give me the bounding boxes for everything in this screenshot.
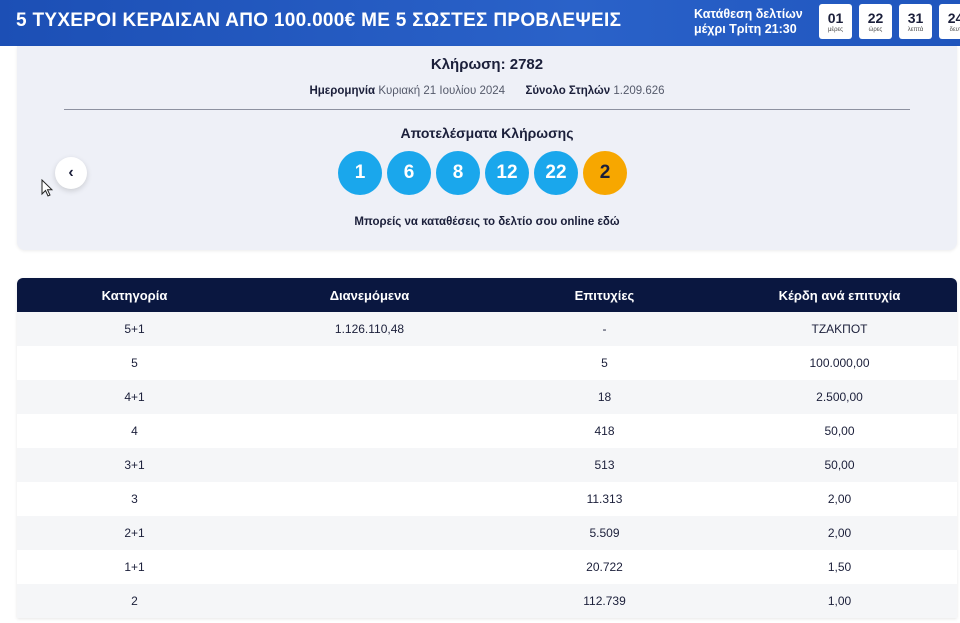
cell-winners: 11.313 [586,492,623,506]
cell-winners: 20.722 [586,560,623,574]
cell-prize: 2,00 [827,526,852,540]
countdown-unit: μέρες [827,26,844,33]
deadline-line-2: μέχρι Τρίτη 21:30 [694,22,797,36]
cell-distributed [252,448,487,482]
table-row: 5+1 1.126.110,48 - ΤΖΑΚΠΟΤ [17,312,957,346]
table-row: 4 418 50,00 [17,414,957,448]
cell-distributed [252,346,487,380]
draw-title: Κλήρωση: 2782 [430,56,544,73]
cell-winners: 5 [601,356,608,370]
cell-category: 2 [131,594,138,608]
countdown-minutes: 31 λεπτά [899,4,932,39]
cell-distributed [252,380,487,414]
countdown: 01 μέρες 22 ώρες 31 λεπτά 24 δευτ [819,4,960,39]
cell-category: 4 [131,424,138,438]
prize-table: Κατηγορία Διανεμόμενα Επιτυχίες Κέρδη αν… [17,278,957,618]
deadline-text: Κατάθεση δελτίων μέχρι Τρίτη 21:30 [694,7,803,37]
countdown-value: 24 [947,9,960,26]
table-row: 2+1 5.509 2,00 [17,516,957,550]
cell-distributed [252,414,487,448]
table-row: 5 5 100.000,00 [17,346,957,380]
online-link[interactable]: εδώ [597,216,620,228]
joker-ball: 2 [583,151,627,195]
number-ball: 12 [485,151,529,195]
cell-prize: 2.500,00 [816,390,863,404]
draw-card: Κλήρωση: 2782 Ημερομηνία Κυριακή 21 Ιουλ… [17,46,957,250]
cell-winners: 5.509 [589,526,620,540]
cell-distributed [252,584,487,618]
number-ball: 22 [534,151,578,195]
cell-distributed [252,550,487,584]
winning-numbers: 1 6 8 12 22 2 [338,151,627,195]
countdown-unit: ώρες [868,26,883,33]
cell-winners: 418 [594,424,615,438]
cell-distributed: 1.126.110,48 [334,322,405,336]
header-prize: Κέρδη ανά επιτυχία [778,287,901,303]
cell-prize: 100.000,00 [809,356,870,370]
number-ball: 8 [436,151,480,195]
number-ball: 6 [387,151,431,195]
table-row: 1+1 20.722 1,50 [17,550,957,584]
cell-winners: - [602,322,607,336]
online-note: Μπορείς να καταθέσεις το δελτίο σου onli… [17,216,957,228]
results-title: Αποτελέσματα Κλήρωσης [400,125,574,141]
cell-distributed [252,516,487,550]
draw-meta: Ημερομηνία Κυριακή 21 Ιουλίου 2024 Σύνολ… [17,85,957,97]
chevron-left-icon: ‹ [68,164,74,181]
date-label: Ημερομηνία [309,85,376,97]
cell-winners: 513 [594,458,615,472]
countdown-days: 01 μέρες [819,4,852,39]
table-row: 2 112.739 1,00 [17,584,957,618]
cell-prize: 50,00 [824,458,855,472]
cell-category: 3 [131,492,138,506]
deadline-line-1: Κατάθεση δελτίων [694,7,803,21]
banner-title: 5 ΤΥΧΕΡΟΙ ΚΕΡΔΙΣΑΝ ΑΠΟ 100.000€ ΜΕ 5 ΣΩΣ… [16,10,622,31]
cell-prize: 50,00 [824,424,855,438]
promo-banner: 5 ΤΥΧΕΡΟΙ ΚΕΡΔΙΣΑΝ ΑΠΟ 100.000€ ΜΕ 5 ΣΩΣ… [0,0,960,46]
cell-category: 2+1 [124,526,145,540]
cell-prize: ΤΖΑΚΠΟΤ [811,322,868,336]
table-row: 3+1 513 50,00 [17,448,957,482]
header-distributed: Διανεμόμενα [329,287,410,303]
countdown-value: 22 [867,9,884,26]
online-text: Μπορείς να καταθέσεις το δελτίο σου onli… [354,216,595,228]
cell-prize: 1,50 [827,560,852,574]
countdown-unit: δευτ [949,26,960,33]
cell-category: 4+1 [124,390,145,404]
mouse-cursor-icon [41,179,53,197]
table-header-row: Κατηγορία Διανεμόμενα Επιτυχίες Κέρδη αν… [17,278,957,312]
number-ball: 1 [338,151,382,195]
cell-category: 1+1 [124,560,145,574]
cell-winners: 18 [597,390,612,404]
table-row: 4+1 18 2.500,00 [17,380,957,414]
cell-prize: 2,00 [827,492,852,506]
table-row: 3 11.313 2,00 [17,482,957,516]
cell-category: 5 [131,356,138,370]
columns-value: 1.209.626 [613,85,665,97]
countdown-value: 01 [827,9,844,26]
header-category: Κατηγορία [101,287,168,303]
countdown-seconds: 24 δευτ [939,4,960,39]
divider [64,109,910,110]
columns-label: Σύνολο Στηλών [525,85,611,97]
header-winners: Επιτυχίες [574,287,635,303]
date-value: Κυριακή 21 Ιουλίου 2024 [378,85,506,97]
countdown-unit: λεπτά [907,26,924,33]
cell-category: 3+1 [124,458,145,472]
previous-draw-button[interactable]: ‹ [55,157,87,189]
cell-winners: 112.739 [583,594,626,608]
cell-prize: 1,00 [827,594,852,608]
cell-distributed [252,482,487,516]
countdown-value: 31 [907,9,924,26]
cell-category: 5+1 [124,322,145,336]
countdown-hours: 22 ώρες [859,4,892,39]
